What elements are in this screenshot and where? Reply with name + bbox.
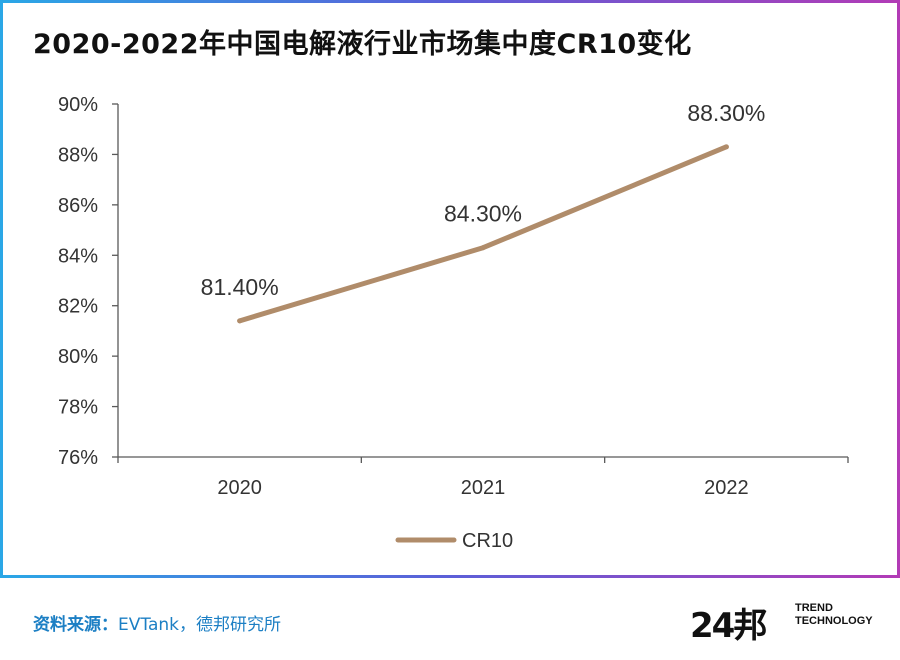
series-cr10: 81.40% 84.30% 88.30% — [201, 100, 765, 324]
y-tick-label: 88% — [58, 144, 98, 166]
y-tick-label: 84% — [58, 245, 98, 267]
chart-frame — [3, 3, 897, 575]
logo-text-line2: TECHNOLOGY — [795, 615, 873, 627]
data-label: 81.40% — [201, 274, 279, 300]
data-point — [480, 245, 486, 251]
logo-text: TREND TECHNOLOGY — [795, 602, 873, 628]
x-tick-label: 2022 — [704, 477, 749, 499]
y-tick-label: 80% — [58, 346, 98, 368]
legend-label: CR10 — [462, 530, 513, 552]
y-tick-label: 82% — [58, 296, 98, 318]
line-chart: 76% 78% 80% 82% 84% 86% 88% 90% 2020 2021 2022 81… — [58, 94, 849, 552]
series-line — [237, 144, 729, 324]
legend: CR10 — [395, 530, 513, 552]
x-tick-label: 2021 — [461, 477, 506, 499]
data-label: 88.30% — [687, 100, 765, 126]
y-axis: 76% 78% 80% 82% 84% 86% 88% 90% — [58, 94, 119, 469]
source-note: 资料来源：EVTank，德邦研究所 — [33, 610, 281, 635]
x-tick-label: 2020 — [217, 477, 262, 499]
y-tick-label: 86% — [58, 195, 98, 217]
brand-logo: 24邦 TREND TECHNOLOGY — [690, 596, 880, 646]
source-label: 资料来源： — [33, 615, 118, 635]
source-text: EVTank，德邦研究所 — [118, 615, 281, 635]
logo-mark: 24邦 — [690, 606, 767, 646]
y-tick-label: 90% — [58, 94, 98, 116]
y-tick-label: 78% — [58, 397, 98, 419]
data-label: 84.30% — [444, 201, 522, 227]
data-point — [723, 144, 729, 150]
y-tick-label: 76% — [58, 447, 98, 469]
logo-text-line1: TREND — [795, 602, 833, 614]
x-axis: 2020 2021 2022 — [117, 456, 849, 499]
chart-title: 2020-2022年中国电解液行业市场集中度CR10变化 — [33, 29, 692, 60]
data-point — [237, 318, 243, 324]
